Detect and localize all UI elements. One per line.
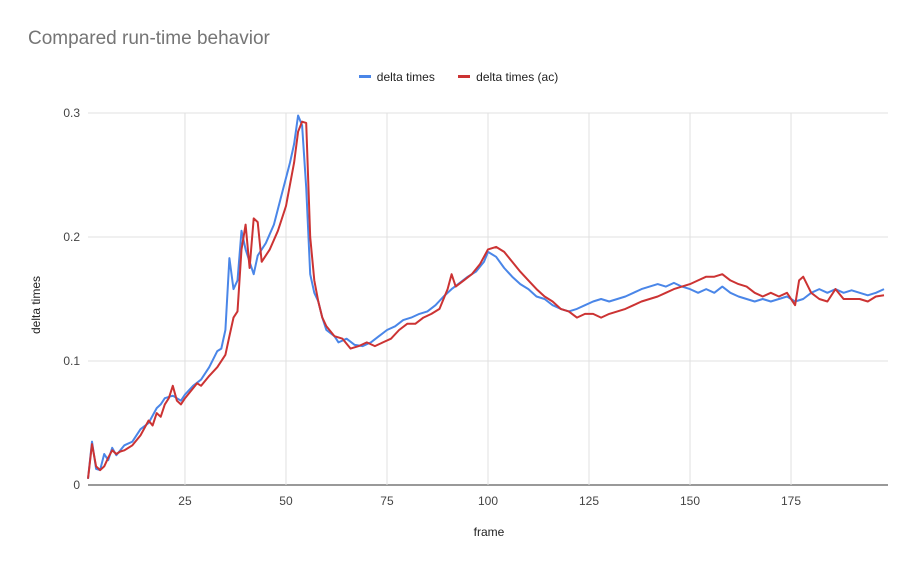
legend-label: delta times: [376, 70, 435, 84]
series-line-delta-times-ac: [87, 120, 885, 479]
y-tick-label: 0: [73, 478, 80, 492]
x-tick-labels: 25 50 75 100 125 150 175: [178, 494, 801, 508]
legend-swatch-blue: [358, 75, 371, 79]
y-tick-label: 0.2: [63, 230, 80, 244]
y-tick-label: 0.1: [63, 354, 80, 368]
x-tick-label: 150: [680, 494, 700, 508]
y-tick-labels: 0 0.1 0.2 0.3: [63, 106, 80, 492]
legend-swatch-red: [458, 75, 471, 79]
x-tick-label: 125: [579, 494, 599, 508]
gridlines: [88, 112, 888, 486]
legend-label: delta times (ac): [476, 70, 559, 84]
series-line-delta-times: [87, 114, 885, 479]
legend-item-delta-times[interactable]: delta times: [358, 70, 435, 84]
chart-title: Compared run-time behavior: [28, 28, 270, 49]
legend: delta times delta times (ac): [0, 70, 917, 84]
x-tick-label: 75: [380, 494, 394, 508]
series-lines: [87, 114, 885, 479]
x-axis-title: frame: [474, 525, 505, 539]
x-tick-label: 100: [478, 494, 498, 508]
x-tick-label: 50: [279, 494, 293, 508]
x-tick-label: 175: [781, 494, 801, 508]
legend-item-delta-times-ac[interactable]: delta times (ac): [458, 70, 558, 84]
y-axis-title: delta times: [29, 276, 43, 334]
x-tick-label: 25: [178, 494, 192, 508]
y-tick-label: 0.3: [63, 106, 80, 120]
